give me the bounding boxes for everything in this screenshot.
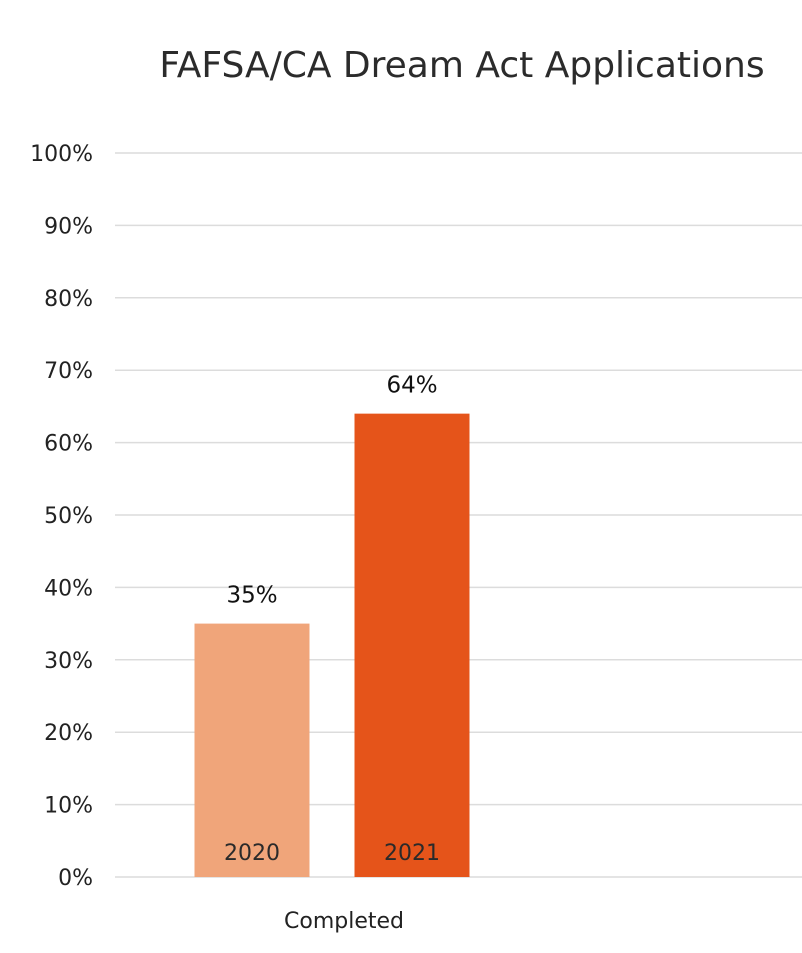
series-label-2021: 2021 — [384, 841, 440, 866]
y-tick-label: 60% — [44, 432, 93, 457]
chart-title: FAFSA/CA Dream Act Applications — [159, 45, 764, 86]
y-tick-label: 40% — [44, 576, 93, 601]
y-tick-label: 30% — [44, 649, 93, 674]
data-label-2021: 64% — [386, 373, 437, 399]
data-label-2020: 35% — [226, 583, 277, 609]
y-tick-label: 20% — [44, 721, 93, 746]
y-tick-label: 0% — [58, 866, 93, 891]
y-tick-label: 100% — [30, 142, 93, 167]
data-labels: 35% 2020 64% 2021 — [224, 373, 440, 866]
series-label-2020: 2020 — [224, 841, 280, 866]
y-tick-label: 50% — [44, 504, 93, 529]
bar-2021 — [354, 413, 470, 877]
y-tick-label: 70% — [44, 359, 93, 384]
y-tick-label: 90% — [44, 214, 93, 239]
x-category-label: Completed — [284, 909, 404, 934]
y-axis-ticks: 0% 10% 20% 30% 40% 50% 60% 70% 80% 90% 100% — [30, 142, 93, 891]
bar-2020 — [194, 623, 310, 877]
bars — [194, 413, 470, 877]
x-axis-categories: Completed — [284, 909, 404, 934]
y-tick-label: 80% — [44, 287, 93, 312]
y-tick-label: 10% — [44, 794, 93, 819]
